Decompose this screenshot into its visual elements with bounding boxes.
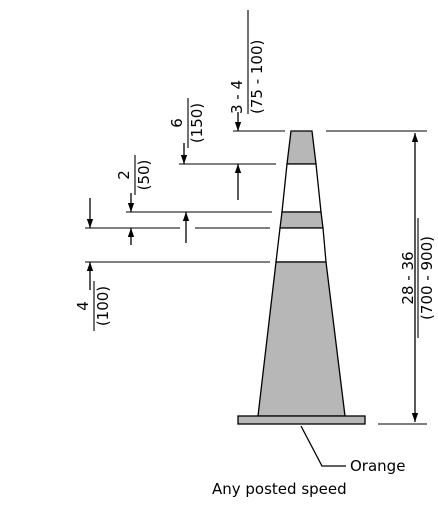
- top-band-value-in: 3 - 4: [228, 80, 246, 114]
- traffic-cone: [237, 130, 366, 425]
- dimension-arrows: [86, 112, 419, 422]
- dim-label-top-band: 3 - 4 (75 - 100): [228, 10, 266, 114]
- white-stripe-1-value-in: 6: [168, 118, 186, 128]
- dim-label-overall-height: 28 - 36 (700 - 900): [399, 218, 436, 338]
- overall-height-value-in: 28 - 36: [399, 251, 417, 304]
- overall-height-value-mm: (700 - 900): [418, 236, 436, 320]
- cone-white-stripe-lower: [275, 227, 327, 263]
- top-band-value-mm: (75 - 100): [248, 40, 266, 114]
- cone-top-band: [286, 130, 317, 165]
- gap-band-value-mm: (50): [135, 160, 153, 191]
- cone-lower-body: [257, 261, 346, 417]
- extension-lines: [85, 130, 427, 425]
- white-stripe-2-value-mm: (100): [94, 286, 112, 326]
- color-note: Orange: [350, 457, 405, 475]
- white-stripe-1-value-mm: (150): [188, 103, 206, 143]
- cone-base: [237, 415, 366, 425]
- dim-label-white-stripe-2: 4 (100): [74, 281, 112, 331]
- usage-note: Any posted speed: [212, 480, 347, 498]
- dim-label-white-stripe-1: 6 (150): [168, 98, 206, 148]
- white-stripe-2-value-in: 4: [74, 301, 92, 311]
- cone-white-stripe-upper: [281, 163, 322, 213]
- gap-band-value-in: 2: [115, 170, 133, 180]
- dim-label-gap-band: 2 (50): [115, 155, 153, 195]
- cone-middle-band: [279, 211, 324, 229]
- orange-leader-line: [300, 425, 346, 467]
